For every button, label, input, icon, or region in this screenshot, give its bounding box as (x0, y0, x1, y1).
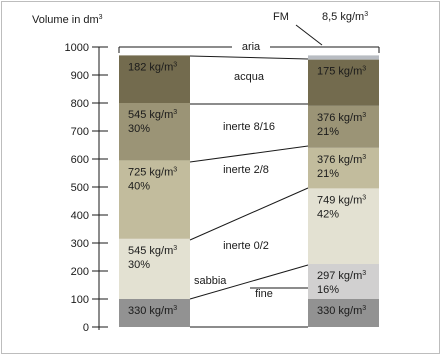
right_column-segment-percent: 21% (317, 168, 339, 180)
left_column-segment-density: 545 kg/m3 (128, 109, 177, 121)
connector-lines (189, 55, 309, 328)
right_column-segment-density: 376 kg/m3 (317, 112, 366, 124)
label-sabbia: sabbia (194, 275, 227, 287)
label-inerte-8-16: inerte 8/16 (223, 121, 275, 133)
fm-label: FM (273, 11, 289, 23)
right_column-segment (308, 188, 379, 264)
right_column-segment (308, 105, 379, 148)
y-tick-label: 200 (71, 266, 89, 278)
connector-inerte-2-8 (189, 187, 309, 241)
y-tick-label: 300 (71, 238, 89, 250)
fm-pointer-line (295, 24, 323, 46)
left_column-segment (119, 160, 190, 239)
label-inerte-0-2: inerte 0/2 (223, 240, 269, 252)
connector-inerte-0-2 (189, 264, 309, 300)
outer-border (1, 1, 440, 354)
label-fine: fine (255, 288, 273, 300)
aria-label: aria (242, 41, 261, 53)
right_column-segment-percent: 16% (317, 284, 339, 296)
y-tick-label: 500 (71, 182, 89, 194)
y-tick-label: 800 (71, 98, 89, 110)
y-tick-label: 400 (71, 210, 89, 222)
right_column-segment-density: 749 kg/m3 (317, 194, 366, 206)
y-tick-label: 0 (83, 322, 89, 334)
left_column-segment (119, 55, 190, 103)
right_column-segment-percent: 42% (317, 208, 339, 220)
left-column: 330 kg/m3 545 kg/m3 30% 725 kg/m3 40% 545 kg/… (119, 55, 190, 327)
fm-value: 8,5 kg/m3 (322, 11, 368, 23)
label-acqua: acqua (234, 71, 265, 83)
left_column-segment-density: 725 kg/m3 (128, 166, 177, 178)
left_column-segment-density: 545 kg/m3 (128, 245, 177, 257)
connector-inerte-8-16 (189, 145, 309, 163)
left_column-segment-percent: 30% (128, 123, 150, 135)
y-axis: 0 100 200 300 400 500 600 700 800 900 1000 (65, 42, 108, 334)
left_column-segment (119, 103, 190, 161)
right_column-segment-density: 297 kg/m3 (317, 270, 366, 282)
right_column-segment-density: 376 kg/m3 (317, 154, 366, 166)
y-tick-label: 900 (71, 70, 89, 82)
connector-aria (189, 55, 309, 60)
label-inerte-2-8: inerte 2/8 (223, 164, 269, 176)
right_column-segment (308, 55, 379, 60)
volume-label: Volume in dm3 (32, 14, 103, 26)
y-tick-label: 1000 (65, 42, 89, 54)
right_column-segment (308, 147, 379, 189)
right_column-segment (308, 299, 379, 327)
right-column: 330 kg/m3 297 kg/m3 16% 749 kg/m3 42% 376 kg/… (308, 55, 379, 327)
y-tick-label: 600 (71, 154, 89, 166)
left_column-segment-density: 182 kg/m3 (128, 61, 177, 73)
left_column-segment-percent: 40% (128, 180, 150, 192)
right_column-segment (308, 264, 379, 299)
right_column-segment-density: 330 kg/m3 (317, 305, 366, 317)
left_column-segment-density: 330 kg/m3 (128, 305, 177, 317)
left_column-segment (119, 299, 190, 327)
right_column-segment-density: 175 kg/m3 (317, 66, 366, 78)
right_column-segment (308, 59, 379, 106)
left_column-segment-percent: 30% (128, 259, 150, 271)
aria-bracket: aria (118, 41, 380, 53)
right_column-segment-percent: 21% (317, 126, 339, 138)
left_column-segment (119, 238, 190, 299)
y-tick-label: 700 (71, 126, 89, 138)
y-tick-label: 100 (71, 294, 89, 306)
